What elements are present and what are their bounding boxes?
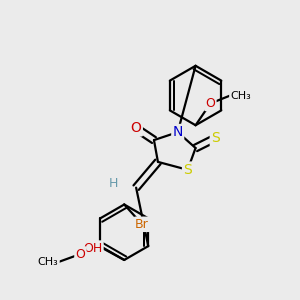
Text: OH: OH — [83, 242, 102, 255]
Text: S: S — [183, 163, 192, 177]
Text: CH₃: CH₃ — [230, 91, 251, 100]
Text: O: O — [76, 248, 85, 260]
Text: S: S — [211, 131, 220, 145]
Text: N: N — [172, 125, 183, 139]
Text: Br: Br — [135, 218, 149, 231]
Text: O: O — [131, 121, 142, 135]
Text: O: O — [206, 97, 215, 110]
Text: H: H — [109, 177, 118, 190]
Text: CH₃: CH₃ — [38, 257, 58, 267]
